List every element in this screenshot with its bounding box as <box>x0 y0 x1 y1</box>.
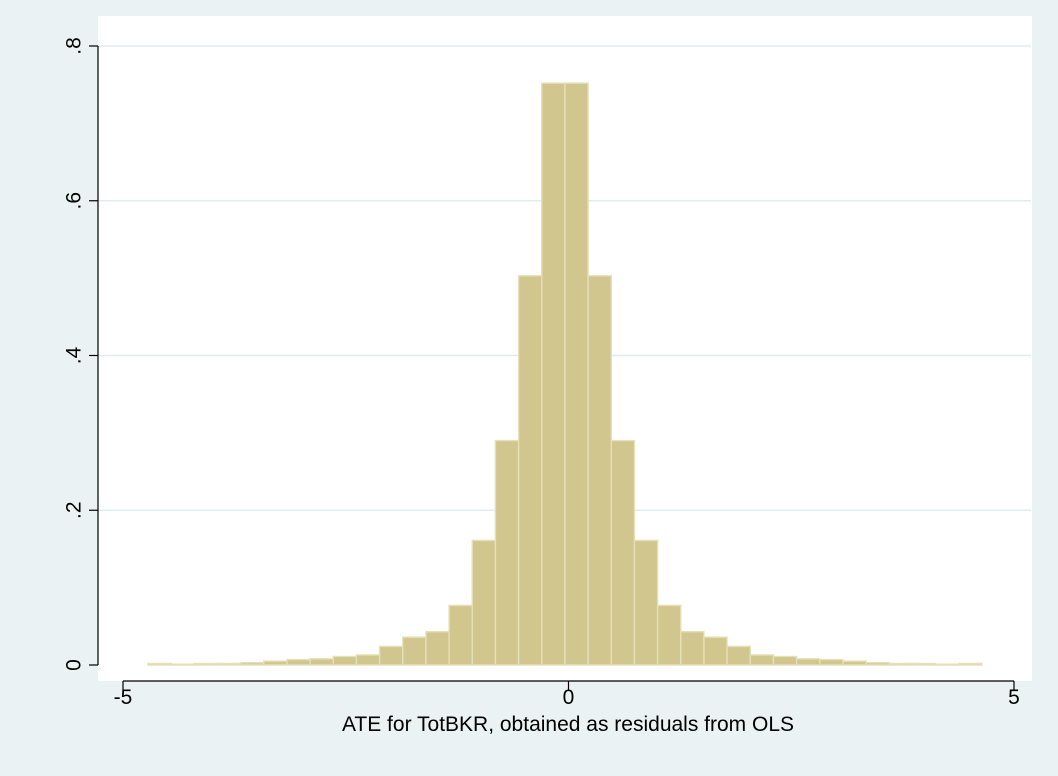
histogram-bar <box>888 662 914 666</box>
histogram-bar <box>749 654 775 666</box>
histogram-bar <box>239 661 265 666</box>
y-tick-label: .6 <box>63 192 86 210</box>
histogram-bar <box>425 631 450 666</box>
histogram-bar <box>517 275 543 666</box>
y-tick-label: .2 <box>63 501 86 519</box>
histogram-bar <box>332 655 358 666</box>
x-axis-label: ATE for TotBKR, obtained as residuals fr… <box>342 713 794 736</box>
x-tick-label: 5 <box>1008 686 1020 709</box>
histogram-bar <box>263 660 288 666</box>
histogram-bar <box>842 660 867 666</box>
histogram-bar <box>703 636 728 666</box>
y-tick-label: 0 <box>63 659 86 671</box>
histogram-bar <box>934 663 960 666</box>
histogram-bar <box>402 636 427 666</box>
x-tick-label: 0 <box>563 686 575 709</box>
histogram-bar <box>193 662 219 666</box>
histogram-bar <box>656 604 682 666</box>
histogram-bar <box>911 662 937 666</box>
histogram-bar <box>587 275 612 666</box>
histogram-bar <box>726 645 751 666</box>
histogram-bar <box>448 604 473 666</box>
histogram-bar <box>680 631 705 666</box>
histogram-bar <box>471 539 497 666</box>
y-tick-label: .8 <box>63 37 86 55</box>
histogram-bar <box>795 658 821 666</box>
histogram-bar <box>286 658 311 666</box>
histogram-bar <box>355 654 381 666</box>
histogram-bar <box>865 661 890 666</box>
histogram-bar <box>170 663 195 666</box>
x-tick-label: -5 <box>114 686 133 709</box>
histogram-bar <box>610 439 636 666</box>
histogram-bar <box>216 662 242 666</box>
histogram-bar <box>958 662 983 666</box>
histogram-bars <box>147 82 983 666</box>
histogram-bar <box>147 662 172 666</box>
histogram-bar <box>494 439 520 666</box>
histogram-bar <box>633 539 659 666</box>
histogram-bar <box>772 655 798 666</box>
axis-ticks: 0 .2 .4 .6 .8 -5 0 5 <box>63 37 1020 709</box>
y-tick-label: .4 <box>63 346 86 364</box>
histogram-bar <box>378 645 404 666</box>
histogram-bar <box>309 658 334 666</box>
histogram-bar <box>819 658 844 666</box>
histogram-bar <box>564 82 589 666</box>
histogram-bar <box>541 82 566 666</box>
